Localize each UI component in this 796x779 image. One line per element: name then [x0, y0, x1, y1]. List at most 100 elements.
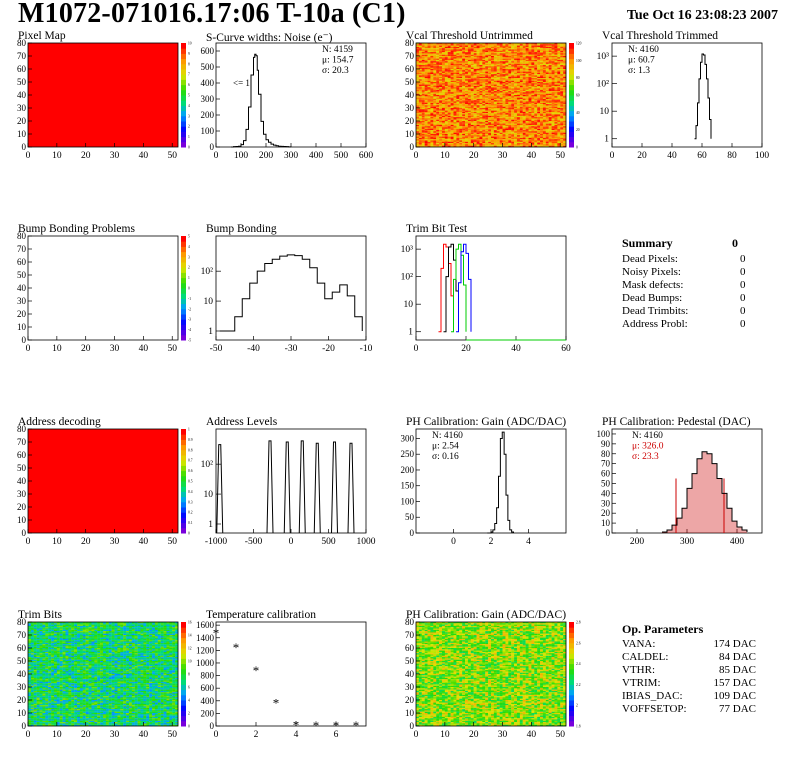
- heatmap-cell: [462, 47, 465, 48]
- heatmap-cell: [445, 46, 448, 47]
- heatmap-cell: [552, 131, 555, 132]
- heatmap-cell: [416, 111, 419, 112]
- heatmap-cell: [474, 81, 477, 82]
- heatmap-cell: [442, 59, 445, 60]
- heatmap-cell: [497, 69, 500, 70]
- heatmap-cell: [57, 630, 60, 631]
- heatmap-cell: [554, 73, 557, 74]
- heatmap-cell: [456, 108, 459, 109]
- heatmap-cell: [552, 63, 555, 64]
- heatmap-cell: [494, 111, 497, 112]
- heatmap-cell: [451, 77, 454, 78]
- heatmap-cell: [549, 130, 552, 131]
- color-scale-cell: [181, 502, 186, 508]
- heatmap-cell: [526, 131, 529, 132]
- heatmap-cell: [514, 73, 517, 74]
- heatmap-cell: [442, 66, 445, 67]
- heatmap-cell: [425, 74, 428, 75]
- heatmap-cell: [430, 117, 433, 118]
- heatmap-cell: [433, 44, 436, 45]
- heatmap-cell: [488, 74, 491, 75]
- summary-row-label: Dead Trimbits:: [622, 305, 688, 317]
- heatmap-cell: [109, 625, 112, 626]
- heatmap-cell: [419, 66, 422, 67]
- heatmap-cell: [520, 134, 523, 135]
- heatmap-cell: [511, 102, 514, 103]
- heatmap-cell: [442, 79, 445, 80]
- color-scale-cell: [181, 330, 186, 336]
- heatmap-cell: [543, 142, 546, 143]
- heatmap-cell: [451, 109, 454, 110]
- heatmap-cell: [540, 133, 543, 134]
- heatmap-cell: [471, 95, 474, 96]
- heatmap-cell: [433, 57, 436, 58]
- heatmap-cell: [474, 100, 477, 101]
- color-scale-cell: [181, 439, 186, 445]
- heatmap-cell: [503, 72, 506, 73]
- heatmap-cell: [482, 86, 485, 87]
- heatmap-cell: [557, 102, 560, 103]
- heatmap-cell: [543, 95, 546, 96]
- heatmap-cell: [474, 98, 477, 99]
- heatmap-cell: [468, 130, 471, 131]
- heatmap-cell: [468, 117, 471, 118]
- heatmap-cell: [422, 76, 425, 77]
- heatmap-cell: [448, 56, 451, 57]
- heatmap-cell: [517, 121, 520, 122]
- heatmap-cell: [448, 98, 451, 99]
- heatmap-cell: [436, 47, 439, 48]
- heatmap-cell: [517, 107, 520, 108]
- y-tick-label: 40: [601, 488, 611, 498]
- heatmap-cell: [454, 102, 457, 103]
- heatmap-cell: [511, 117, 514, 118]
- heatmap-cell: [456, 126, 459, 127]
- heatmap-cell: [471, 79, 474, 80]
- heatmap-cell: [514, 92, 517, 93]
- heatmap-cell: [497, 141, 500, 142]
- heatmap-cell: [503, 139, 506, 140]
- heatmap-cell: [560, 46, 563, 47]
- y-tick-label: 30: [601, 498, 611, 508]
- heatmap-cell: [497, 129, 500, 130]
- heatmap-cell: [557, 74, 560, 75]
- heatmap-cell: [471, 77, 474, 78]
- color-scale-cell: [181, 100, 186, 106]
- heatmap-cell: [474, 46, 477, 47]
- heatmap-cell: [448, 95, 451, 96]
- heatmap-cell: [511, 52, 514, 53]
- heatmap-cell: [537, 135, 540, 136]
- heatmap-cell: [560, 60, 563, 61]
- heatmap-cell: [456, 133, 459, 134]
- heatmap-cell: [511, 91, 514, 92]
- heatmap-cell: [520, 61, 523, 62]
- heatmap-cell: [505, 60, 508, 61]
- x-tick-label: -500: [245, 537, 263, 547]
- heatmap-cell: [462, 98, 465, 99]
- color-scale-cell: [569, 74, 574, 80]
- heatmap-cell: [531, 108, 534, 109]
- heatmap-cell: [508, 134, 511, 135]
- heatmap-cell: [485, 105, 488, 106]
- heatmap-cell: [514, 108, 517, 109]
- heatmap-cell: [477, 86, 480, 87]
- heatmap-cell: [106, 623, 109, 624]
- heatmap-cell: [456, 144, 459, 145]
- heatmap-cell: [529, 112, 532, 113]
- heatmap-cell: [422, 72, 425, 73]
- heatmap-cell: [485, 134, 488, 135]
- heatmap-cell: [526, 103, 529, 104]
- heatmap-cell: [474, 82, 477, 83]
- heatmap-cell: [557, 68, 560, 69]
- heatmap-cell: [560, 61, 563, 62]
- x-tick-label: -50: [210, 344, 223, 354]
- heatmap-cell: [454, 94, 457, 95]
- color-scale-label: -3: [188, 318, 191, 322]
- heatmap-cell: [488, 124, 491, 125]
- heatmap-cell: [425, 61, 428, 62]
- y-tick-label: 20: [405, 116, 415, 126]
- heatmap-cell: [517, 51, 520, 52]
- heatmap-cell: [485, 72, 488, 73]
- heatmap-cell: [416, 130, 419, 131]
- heatmap-cell: [523, 95, 526, 96]
- heatmap-cell: [546, 103, 549, 104]
